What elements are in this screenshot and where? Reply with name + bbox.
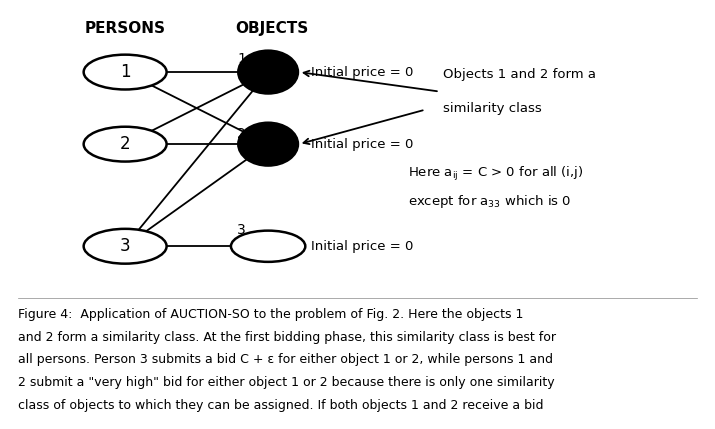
Ellipse shape [238, 123, 298, 166]
Circle shape [231, 231, 305, 262]
Text: 3: 3 [120, 237, 130, 255]
Text: Figure 4:  Application of AUCTION-SO to the problem of Fig. 2. Here the objects : Figure 4: Application of AUCTION-SO to t… [18, 308, 523, 321]
Text: all persons. Person 3 submits a bid C + ε for either object 1 or 2, while person: all persons. Person 3 submits a bid C + … [18, 353, 553, 366]
Circle shape [84, 127, 167, 162]
Text: 1: 1 [120, 63, 130, 81]
Text: 1: 1 [237, 51, 246, 66]
Text: and 2 form a similarity class. At the first bidding phase, this similarity class: and 2 form a similarity class. At the fi… [18, 331, 556, 344]
Text: 2 submit a "very high" bid for either object 1 or 2 because there is only one si: 2 submit a "very high" bid for either ob… [18, 376, 555, 389]
Text: Here $\mathregular{a_{ij}}$ = C > 0 for all (i,j): Here $\mathregular{a_{ij}}$ = C > 0 for … [408, 165, 583, 183]
Text: Objects 1 and 2 form a: Objects 1 and 2 form a [443, 68, 596, 81]
Text: similarity class: similarity class [443, 102, 542, 115]
Text: except for $\mathregular{a_{33}}$ which is 0: except for $\mathregular{a_{33}}$ which … [408, 193, 571, 210]
Text: class of objects to which they can be assigned. If both objects 1 and 2 receive : class of objects to which they can be as… [18, 399, 543, 412]
Text: 2: 2 [120, 135, 130, 153]
Text: PERSONS: PERSONS [84, 21, 166, 36]
Circle shape [84, 229, 167, 264]
Text: Initial price = 0: Initial price = 0 [311, 66, 413, 79]
Text: OBJECTS: OBJECTS [235, 21, 308, 36]
Text: 2: 2 [237, 127, 246, 141]
Text: Initial price = 0: Initial price = 0 [311, 240, 413, 253]
Circle shape [84, 54, 167, 90]
Text: 3: 3 [237, 223, 246, 237]
Text: Initial price = 0: Initial price = 0 [311, 138, 413, 151]
Ellipse shape [238, 51, 298, 94]
